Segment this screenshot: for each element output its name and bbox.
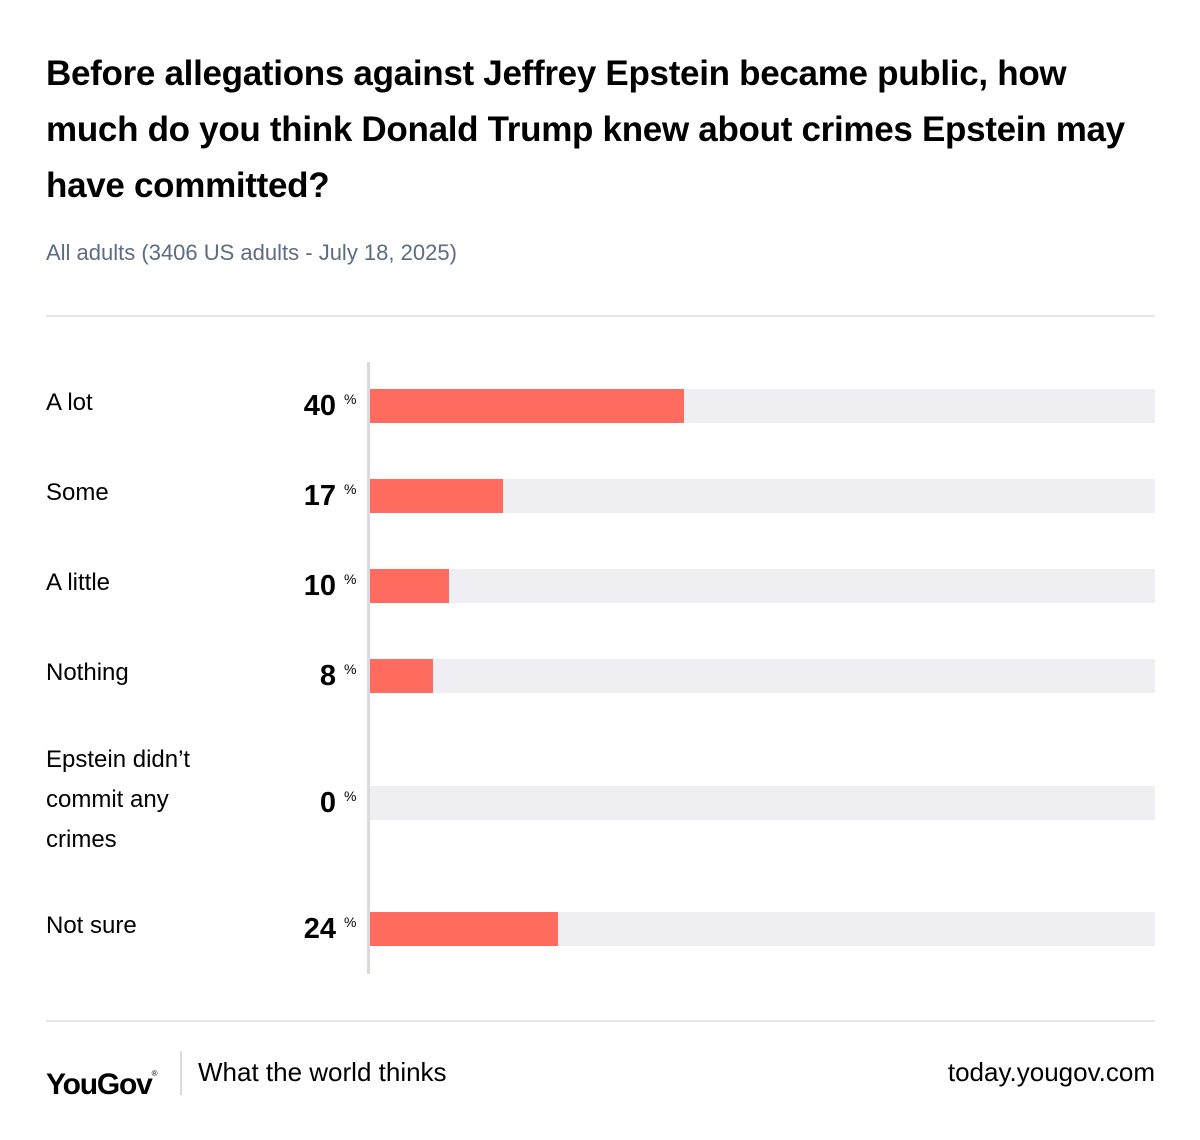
brand-name: YouGov	[46, 1068, 153, 1101]
data-label: 0	[319, 787, 336, 819]
data-label: 24	[303, 913, 336, 945]
percent-unit: %	[344, 788, 357, 804]
category-label: Not sure	[46, 912, 137, 939]
percent-unit: %	[344, 661, 357, 677]
bar	[370, 479, 504, 513]
chart-subtitle: All adults (3406 US adults - July 18, 20…	[46, 240, 457, 265]
top-divider	[46, 315, 1155, 317]
registered-mark: ®	[151, 1069, 158, 1078]
bar	[370, 389, 684, 423]
bar	[370, 569, 449, 603]
bar	[370, 659, 433, 693]
footer-divider	[180, 1051, 182, 1095]
bar-track	[370, 569, 1155, 603]
percent-unit: %	[344, 391, 357, 407]
category-label: Epstein didn’t commit any crimes	[46, 746, 191, 853]
data-label: 8	[319, 660, 336, 692]
bar-track	[370, 479, 1155, 513]
bar-track	[370, 389, 1155, 423]
footer-url: today.yougov.com	[947, 1057, 1155, 1087]
yougov-logo: YouGov®	[46, 1054, 158, 1105]
footer-tagline: What the world thinks	[198, 1057, 447, 1087]
data-label: 40	[303, 390, 336, 422]
percent-unit: %	[344, 914, 357, 930]
bar-track	[370, 659, 1155, 693]
bar-track	[370, 786, 1155, 820]
bottom-divider	[46, 1020, 1155, 1022]
bar	[370, 912, 559, 946]
category-label: A little	[46, 569, 111, 596]
chart-title: Before allegations against Jeffrey Epste…	[46, 54, 1125, 205]
data-label: 10	[303, 570, 336, 602]
percent-unit: %	[344, 571, 357, 587]
percent-unit: %	[344, 481, 357, 497]
category-label: Some	[46, 479, 109, 506]
data-label: 17	[303, 480, 336, 512]
category-label: A lot	[46, 389, 93, 416]
category-label: Nothing	[46, 659, 129, 686]
chart-axis-line	[367, 362, 370, 974]
bar-track	[370, 912, 1155, 946]
